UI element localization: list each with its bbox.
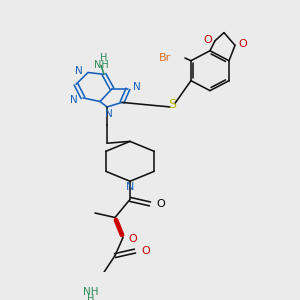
Text: O: O [238, 39, 247, 50]
Text: N: N [133, 82, 141, 92]
Text: N: N [126, 182, 134, 192]
Text: N: N [70, 95, 78, 105]
Text: NH: NH [94, 60, 108, 70]
Text: NH: NH [83, 287, 99, 297]
Text: O: O [141, 246, 150, 256]
Text: N: N [75, 66, 83, 76]
Text: H: H [100, 53, 108, 63]
Text: O: O [203, 35, 212, 45]
Text: H: H [87, 294, 95, 300]
Text: O: O [128, 234, 137, 244]
Text: O: O [156, 199, 165, 209]
Text: S: S [168, 98, 176, 111]
Text: Br: Br [159, 53, 171, 63]
Text: N: N [105, 109, 113, 119]
